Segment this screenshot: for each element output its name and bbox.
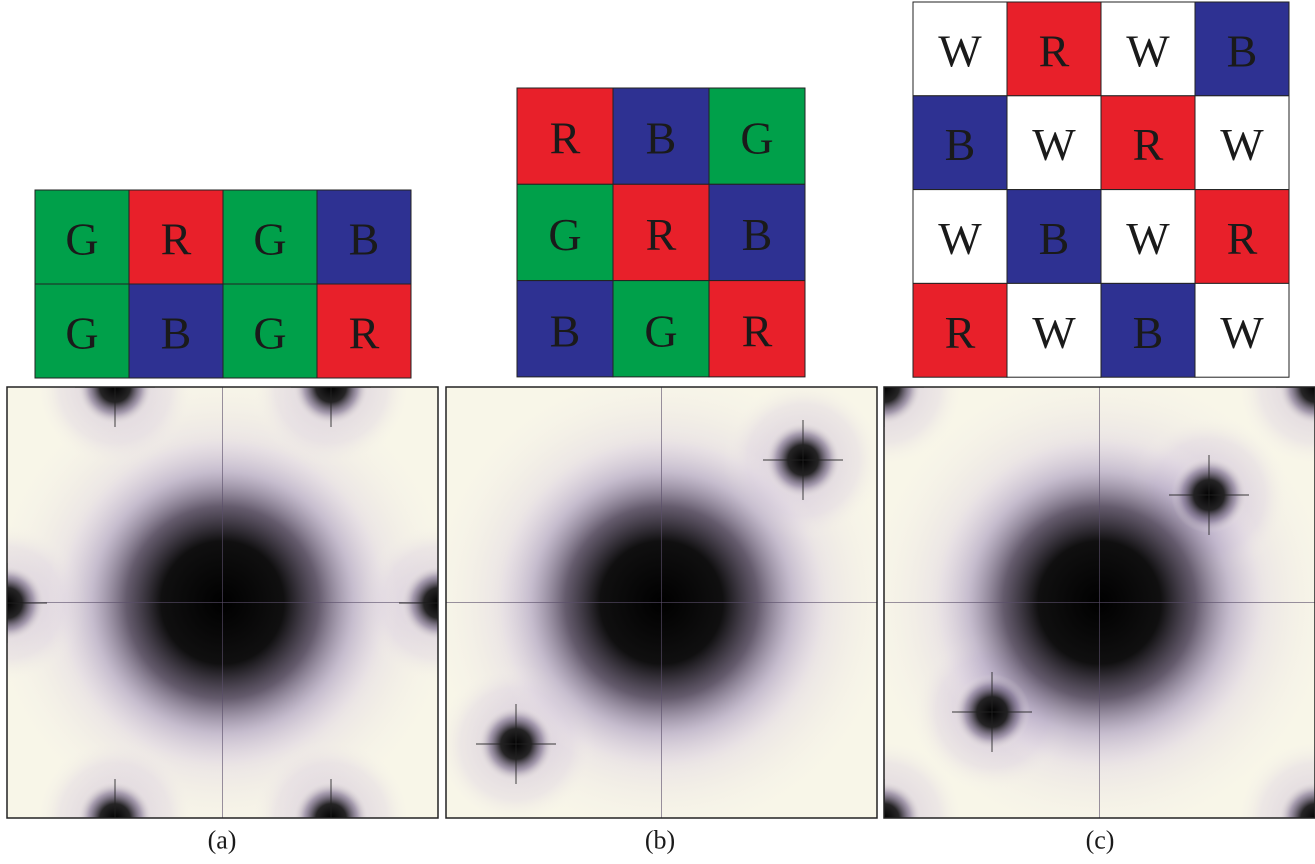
spectrum-frame [6, 386, 439, 819]
cfa-cell [1194, 95, 1290, 191]
cfa-letter: B [1227, 25, 1258, 76]
cfa-letter: B [1133, 307, 1164, 358]
cfa-letter: B [161, 308, 192, 359]
peak [884, 781, 922, 818]
spectrum-frame [445, 386, 878, 819]
cfa-letter: R [945, 307, 976, 358]
cfa-cell [708, 280, 806, 378]
cfa-letter: B [1039, 213, 1070, 264]
cfa-cell [222, 189, 318, 285]
cfa-cell [516, 87, 614, 185]
peak [1278, 387, 1315, 425]
cfa-cell [128, 189, 224, 285]
cfa-cell [34, 283, 130, 379]
cfa-cell [1100, 95, 1196, 191]
cfa-letter: W [1032, 307, 1076, 358]
peak [1278, 781, 1315, 818]
cfa-letter: W [938, 213, 982, 264]
cfa-cell [1006, 1, 1102, 97]
cfa-cell [912, 189, 1008, 284]
cfa-letter: R [550, 113, 581, 164]
panel: G R G B G B G R (a) [6, 189, 439, 855]
cfa-letter: G [253, 214, 286, 265]
cfa-cell [1006, 189, 1102, 284]
cfa-letter: B [646, 113, 677, 164]
spectrum-frame [883, 386, 1315, 819]
cfa-letter: B [550, 305, 581, 356]
cfa-letter: B [349, 214, 380, 265]
cfa-cell [912, 282, 1008, 378]
panel: R B GG R BB G R(b) [445, 87, 878, 855]
cfa-cell [1194, 1, 1290, 97]
cfa-cell [222, 283, 318, 379]
cfa-letter: G [548, 209, 581, 260]
cfa-letter: W [1032, 119, 1076, 170]
cfa-cell [128, 283, 224, 379]
cfa-letter: B [742, 209, 773, 260]
cfa-letter: W [1220, 307, 1264, 358]
panel: W R W BB W R WW B W RR W B W(c) [883, 1, 1315, 855]
cfa-cell [708, 87, 806, 185]
peak [884, 387, 922, 425]
cfa-cell [612, 183, 710, 282]
cfa-letter: R [161, 214, 192, 265]
cfa-letter: R [646, 209, 677, 260]
cfa-letter: R [1039, 25, 1070, 76]
cfa-letter: W [938, 25, 982, 76]
cfa-letter: R [742, 305, 773, 356]
spectrum [7, 387, 438, 818]
cfa-letter: R [349, 308, 380, 359]
cfa-letter: W [1126, 25, 1170, 76]
cfa-cell [1006, 95, 1102, 191]
cfa-cell [316, 283, 412, 379]
cfa-letter: W [1126, 213, 1170, 264]
cfa-cell [1194, 282, 1290, 378]
panel-caption: (a) [208, 826, 237, 855]
cfa-letter: G [65, 308, 98, 359]
spectrum [884, 387, 1315, 818]
cfa-letter: G [740, 113, 773, 164]
cfa-letter: G [65, 214, 98, 265]
cfa-letter: G [644, 305, 677, 356]
cfa-cell [612, 87, 710, 185]
panel-caption: (c) [1086, 826, 1115, 855]
cfa-letter: B [945, 119, 976, 170]
cfa-letter: R [1227, 213, 1258, 264]
cfa-cell [316, 189, 412, 285]
cfa-letter: R [1133, 119, 1164, 170]
cfa-cell [708, 183, 806, 282]
cfa-cell [516, 280, 614, 378]
panel-caption: (b) [645, 826, 675, 855]
cfa-cell [612, 280, 710, 378]
cfa-cell [1006, 282, 1102, 378]
cfa-cell [1100, 189, 1196, 284]
spectrum [446, 387, 877, 818]
cfa-letter: G [253, 308, 286, 359]
cfa-cell [34, 189, 130, 285]
cfa-letter: W [1220, 119, 1264, 170]
